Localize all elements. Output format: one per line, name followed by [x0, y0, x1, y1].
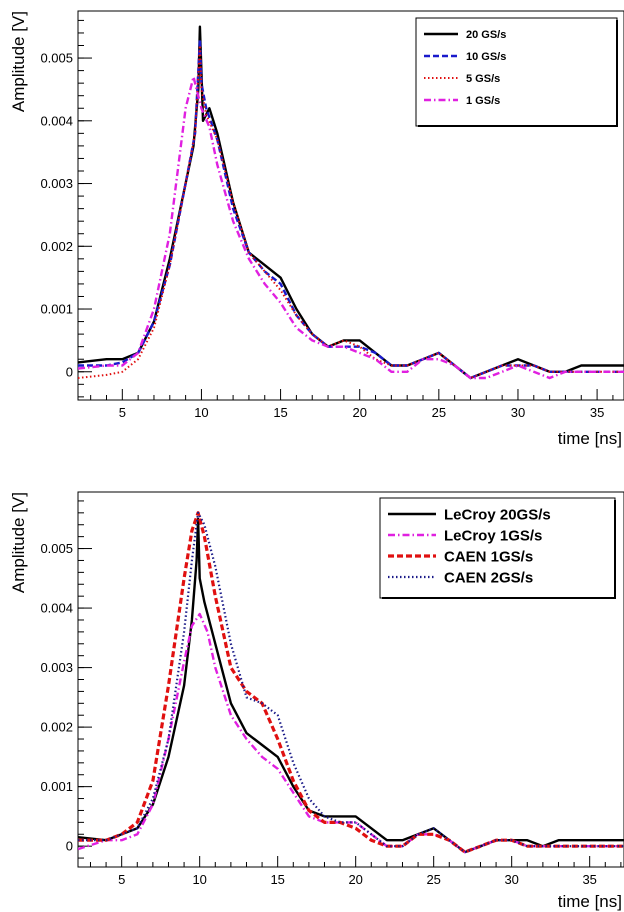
plot-area	[78, 511, 624, 854]
legend-label: 10 GS/s	[466, 51, 506, 63]
x-tick-label: 25	[432, 405, 446, 420]
x-tick-label: 20	[352, 405, 366, 420]
y-tick-label: 0.003	[40, 660, 73, 675]
y-tick-label: 0.003	[40, 176, 73, 191]
legend-label: CAEN 1GS/s	[444, 549, 533, 566]
x-tick-label: 35	[582, 872, 596, 887]
y-tick-label: 0.002	[40, 239, 73, 254]
x-tick-label: 15	[273, 405, 287, 420]
x-tick-label: 35	[590, 405, 604, 420]
legend-label: 5 GS/s	[466, 73, 500, 85]
plot-frame	[77, 10, 624, 401]
y-tick-label: 0.005	[40, 51, 73, 66]
y-tick-label: 0.004	[40, 113, 73, 128]
x-tick-label: 5	[119, 405, 126, 420]
y-tick-label: 0.001	[40, 779, 73, 794]
legend-label: 1 GS/s	[466, 95, 500, 107]
legend-label: LeCroy 1GS/s	[444, 528, 542, 545]
x-axis-title: time [ns]	[558, 892, 622, 911]
series-line-4	[78, 75, 624, 380]
series-line-3	[78, 511, 624, 854]
x-tick-label: 10	[194, 405, 208, 420]
x-tick-label: 30	[504, 872, 518, 887]
plot-area	[78, 25, 624, 380]
series-line-1	[78, 517, 624, 854]
legend-label: CAEN 2GS/s	[444, 570, 533, 587]
x-tick-label: 20	[348, 872, 362, 887]
legend-label: 20 GS/s	[466, 29, 506, 41]
chart-panel-2: 5 10 15 20 25 30 35 0 0.001 0.002 0.003 0.004 0.005 t…	[9, 491, 624, 911]
x-tick-label: 15	[270, 872, 284, 887]
legend-box	[415, 17, 618, 127]
x-tick-label: 25	[426, 872, 440, 887]
x-axis-title: time [ns]	[558, 429, 622, 448]
x-tick-label: 5	[118, 872, 125, 887]
y-tick-label: 0	[66, 839, 73, 854]
y-axis-title: Amplitude [V]	[9, 492, 28, 593]
x-tick-label: 10	[192, 872, 206, 887]
y-tick-label: 0.005	[40, 541, 73, 556]
y-tick-label: 0.004	[40, 601, 73, 616]
x-tick-label: 30	[511, 405, 525, 420]
y-tick-label: 0.002	[40, 720, 73, 735]
y-tick-label: 0	[66, 364, 73, 379]
chart-panel-1: 5 10 15 20 25 30 35 0 0.001 0.002 0.003 0.004 0.005 t…	[9, 10, 624, 448]
y-axis-title: Amplitude [V]	[9, 11, 28, 112]
legend-label: LeCroy 20GS/s	[444, 507, 551, 524]
y-tick-label: 0.001	[40, 302, 73, 317]
